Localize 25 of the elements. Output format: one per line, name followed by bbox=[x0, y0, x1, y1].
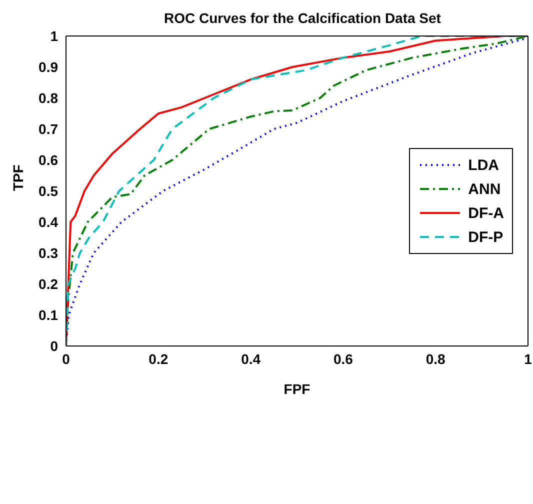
y-tick-label: 1 bbox=[50, 28, 58, 44]
y-tick-label: 0.6 bbox=[38, 152, 58, 168]
y-tick-label: 0.9 bbox=[38, 58, 58, 75]
legend-label: DF-P bbox=[468, 228, 504, 246]
chart-title: ROC Curves for the Calcification Data Set bbox=[163, 10, 442, 26]
legend-label: DF-A bbox=[468, 204, 504, 222]
y-tick-label: 0.7 bbox=[38, 120, 58, 137]
legend-label: ANN bbox=[468, 180, 501, 198]
x-axis-title: FPF bbox=[284, 381, 311, 397]
x-tick-label: 0.8 bbox=[426, 350, 446, 367]
y-tick-label: 0.5 bbox=[38, 182, 58, 199]
y-tick-label: 0.1 bbox=[38, 306, 58, 323]
x-tick-label: 0.6 bbox=[333, 350, 354, 367]
y-tick-label: 0.3 bbox=[38, 244, 58, 261]
y-axis-title: TPF bbox=[10, 164, 26, 191]
y-tick-label: 0 bbox=[50, 338, 58, 354]
legend-label: LDA bbox=[468, 156, 499, 174]
line-series bbox=[66, 36, 528, 346]
y-tick-label: 0.8 bbox=[38, 90, 58, 106]
y-tick-label: 0.4 bbox=[38, 214, 58, 230]
x-tick-label: 1 bbox=[524, 350, 532, 367]
x-tick-label: 0 bbox=[62, 350, 70, 367]
x-tick-label: 0.2 bbox=[148, 350, 168, 367]
x-tick-label: 0.4 bbox=[241, 350, 261, 367]
y-tick-label: 0.2 bbox=[38, 276, 58, 292]
